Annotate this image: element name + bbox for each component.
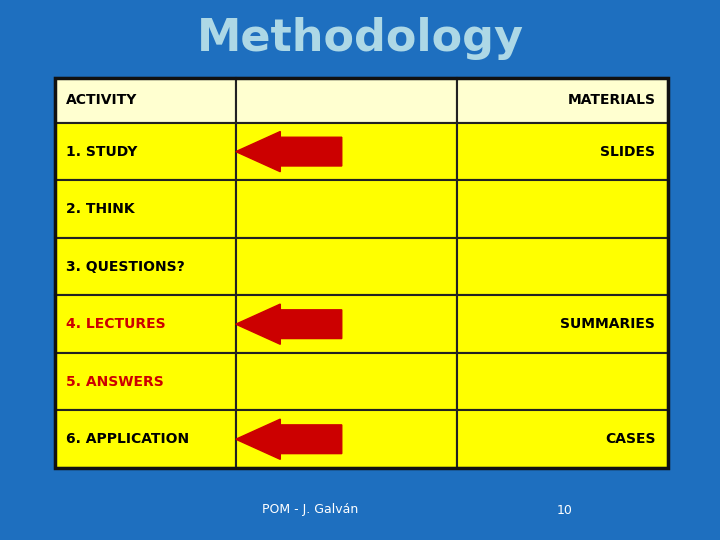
Text: 4. LECTURES: 4. LECTURES — [66, 317, 166, 331]
Bar — [55, 78, 668, 468]
Bar — [55, 238, 236, 295]
Bar — [456, 180, 668, 238]
Text: POM - J. Galván: POM - J. Galván — [262, 503, 358, 516]
Bar — [236, 78, 456, 123]
Text: SUMMARIES: SUMMARIES — [560, 317, 655, 331]
Text: ACTIVITY: ACTIVITY — [66, 93, 138, 107]
Bar — [236, 410, 456, 468]
Text: MATERIALS: MATERIALS — [567, 93, 655, 107]
Bar — [456, 123, 668, 180]
Bar — [55, 180, 236, 238]
Bar — [236, 123, 456, 180]
Bar — [456, 410, 668, 468]
Bar — [456, 238, 668, 295]
Text: 5. ANSWERS: 5. ANSWERS — [66, 375, 163, 389]
FancyArrow shape — [236, 304, 342, 345]
Bar — [456, 295, 668, 353]
Bar — [236, 238, 456, 295]
Bar — [55, 410, 236, 468]
Text: 10: 10 — [557, 503, 573, 516]
Text: 6. APPLICATION: 6. APPLICATION — [66, 432, 189, 446]
Text: SLIDES: SLIDES — [600, 145, 655, 159]
Text: CASES: CASES — [605, 432, 655, 446]
Bar — [55, 78, 236, 123]
Bar — [55, 353, 236, 410]
FancyArrow shape — [236, 131, 342, 172]
FancyArrow shape — [236, 419, 342, 460]
Text: Methodology: Methodology — [197, 17, 523, 59]
Bar — [236, 353, 456, 410]
Text: 1. STUDY: 1. STUDY — [66, 145, 138, 159]
Bar — [236, 295, 456, 353]
Text: 2. THINK: 2. THINK — [66, 202, 135, 216]
Bar — [456, 353, 668, 410]
Bar — [55, 295, 236, 353]
Bar — [55, 123, 236, 180]
Bar — [456, 78, 668, 123]
Text: 3. QUESTIONS?: 3. QUESTIONS? — [66, 260, 184, 274]
Bar — [236, 180, 456, 238]
